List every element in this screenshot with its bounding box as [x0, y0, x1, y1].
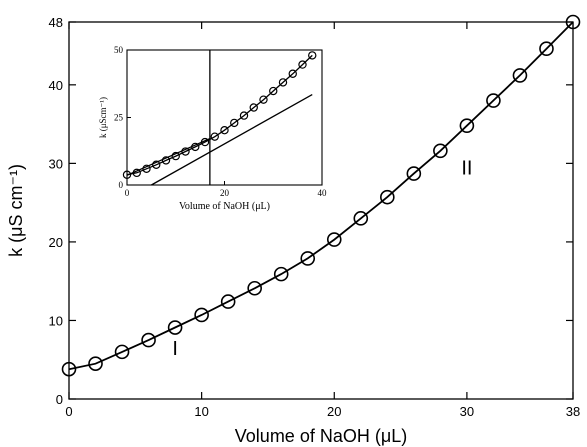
main-data-point — [273, 266, 289, 282]
main-data-point — [220, 294, 236, 309]
inset-data-point — [308, 51, 317, 60]
annotation-region-1: I — [172, 338, 178, 360]
inset-fit-curve — [126, 54, 313, 176]
annotation-region-2: II — [461, 157, 472, 179]
inset-data-point — [161, 156, 171, 165]
main-x-tick-label: 38 — [566, 404, 580, 419]
inset-plot-frame — [126, 49, 323, 186]
main-data-point — [300, 251, 316, 266]
inset-data-point — [210, 132, 219, 141]
main-data-point — [406, 166, 422, 181]
main-y-tick-label: 20 — [49, 235, 63, 250]
main-y-axis-label: k (μS cm⁻¹) — [6, 164, 26, 257]
inset-data-point — [171, 151, 180, 161]
main-y-tick-label: 10 — [49, 313, 63, 328]
inset-y-tick-label: 25 — [114, 113, 124, 123]
main-data-point — [459, 118, 475, 133]
inset-data-points — [122, 51, 317, 179]
inset-data-point — [239, 111, 249, 120]
inset-fit-line-high — [151, 93, 313, 186]
main-data-point — [326, 232, 342, 247]
inset-y-tick-label: 0 — [119, 180, 124, 190]
main-data-point — [167, 320, 183, 335]
inset-plot: 0 20 40 0 25 50 Volume of NaOH (μL) k (μScm⁻… — [81, 38, 328, 215]
main-data-point — [61, 361, 77, 377]
main-data-point — [114, 344, 130, 360]
inset-data-point — [298, 60, 307, 69]
inset-data-point — [230, 118, 239, 128]
inset-data-point — [152, 160, 161, 169]
main-data-point — [380, 189, 395, 205]
main-data-points — [61, 14, 581, 377]
main-y-tick-label: 0 — [56, 392, 63, 407]
main-data-point — [539, 41, 554, 57]
main-data-point — [512, 68, 528, 83]
inset-data-point — [181, 147, 190, 156]
inset-data-point — [259, 95, 268, 104]
main-data-point — [353, 211, 369, 226]
main-x-axis-label: Volume of NaOH (μL) — [235, 426, 407, 446]
main-y-axis-ticks: 0 10 20 30 40 48 — [49, 15, 573, 407]
main-x-tick-label: 10 — [194, 404, 208, 419]
inset-data-point — [269, 86, 278, 96]
main-y-tick-label: 40 — [49, 78, 63, 93]
inset-data-point — [191, 142, 200, 152]
inset-data-point — [142, 164, 151, 173]
main-x-tick-label: 20 — [327, 404, 341, 419]
main-data-point — [194, 307, 209, 323]
inset-data-point — [278, 78, 288, 87]
main-plot: 0 10 20 30 38 0 10 20 30 40 48 I II Volume of NaO… — [6, 14, 581, 446]
main-data-point — [565, 14, 581, 30]
inset-data-point — [220, 125, 229, 135]
inset-x-tick-label: 40 — [318, 188, 328, 198]
main-data-point — [141, 332, 156, 348]
main-y-tick-label: 30 — [49, 156, 63, 171]
main-data-point — [486, 93, 501, 108]
main-data-point — [433, 143, 448, 159]
main-x-axis-ticks: 0 10 20 30 38 — [65, 22, 580, 419]
inset-data-point — [200, 137, 210, 147]
main-plot-frame — [68, 21, 574, 400]
main-data-point — [247, 280, 262, 296]
main-data-point — [88, 356, 103, 371]
inset-x-tick-label: 20 — [220, 188, 230, 198]
inset-x-axis-label: Volume of NaOH (μL) — [179, 201, 270, 212]
inset-fit-line-low — [126, 137, 211, 176]
inset-data-point — [132, 168, 141, 178]
inset-data-point — [249, 103, 258, 112]
main-x-tick-label: 0 — [65, 404, 72, 419]
main-x-tick-label: 30 — [460, 404, 474, 419]
inset-y-axis-label: k (μScm⁻¹) — [98, 97, 108, 138]
inset-y-tick-label: 50 — [114, 45, 124, 55]
inset-x-tick-label: 0 — [125, 188, 130, 198]
main-y-tick-label: 48 — [49, 15, 63, 30]
inset-data-point — [288, 69, 297, 78]
